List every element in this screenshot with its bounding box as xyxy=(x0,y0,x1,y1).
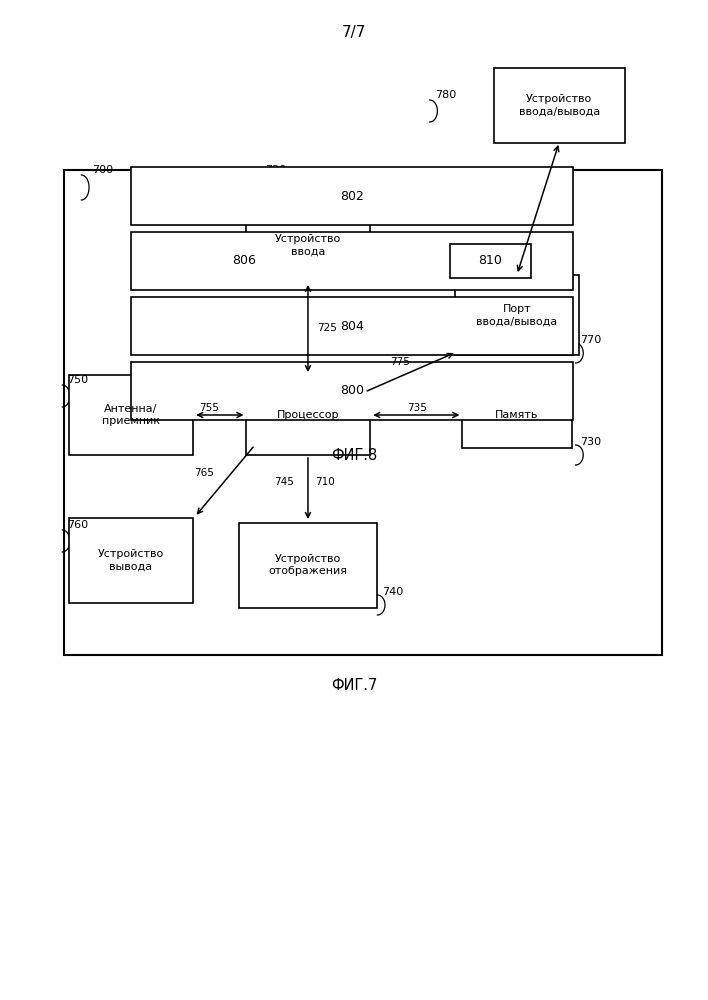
Text: Антенна/
приемник: Антенна/ приемник xyxy=(102,404,160,426)
Text: 775: 775 xyxy=(390,357,410,367)
Text: 745: 745 xyxy=(274,477,294,487)
Text: 7/7: 7/7 xyxy=(342,25,366,40)
Text: 740: 740 xyxy=(382,587,404,597)
Bar xyxy=(246,375,370,455)
Text: 750: 750 xyxy=(67,375,88,385)
Bar xyxy=(455,275,578,355)
Bar xyxy=(131,167,573,225)
Text: Устройство
вывода: Устройство вывода xyxy=(98,549,164,571)
Text: 725: 725 xyxy=(317,323,337,333)
Text: 735: 735 xyxy=(407,403,427,413)
Text: Устройство
ввода: Устройство ввода xyxy=(275,234,341,256)
Text: 802: 802 xyxy=(341,190,364,202)
Bar xyxy=(69,375,193,455)
Text: 780: 780 xyxy=(435,90,457,100)
Bar xyxy=(239,522,377,607)
Text: 760: 760 xyxy=(67,520,88,530)
Text: 804: 804 xyxy=(341,320,364,332)
Text: Устройство
ввода/вывода: Устройство ввода/вывода xyxy=(519,94,600,116)
Text: 800: 800 xyxy=(341,384,364,397)
Text: 710: 710 xyxy=(315,477,335,487)
Bar xyxy=(131,232,573,290)
Bar xyxy=(131,362,573,420)
Text: Память: Память xyxy=(495,410,539,420)
Text: ФИГ.8: ФИГ.8 xyxy=(331,448,377,462)
Text: 700: 700 xyxy=(92,165,113,175)
Text: 730: 730 xyxy=(581,437,602,447)
Text: ФИГ.7: ФИГ.7 xyxy=(331,678,377,692)
Bar xyxy=(246,208,370,282)
Text: 806: 806 xyxy=(232,254,256,267)
Bar xyxy=(494,68,625,142)
Bar xyxy=(131,297,573,355)
Bar xyxy=(450,244,531,278)
Text: 810: 810 xyxy=(479,254,502,267)
Text: 765: 765 xyxy=(194,468,214,478)
Text: 755: 755 xyxy=(199,403,219,413)
Text: 770: 770 xyxy=(581,335,602,345)
Bar xyxy=(462,382,572,448)
Bar xyxy=(64,170,662,655)
Text: Устройство
отображения: Устройство отображения xyxy=(268,554,348,576)
Text: 720: 720 xyxy=(266,165,287,175)
Text: Порт
ввода/вывода: Порт ввода/вывода xyxy=(476,304,557,326)
Bar xyxy=(69,518,193,602)
Text: Процессор: Процессор xyxy=(277,410,339,420)
